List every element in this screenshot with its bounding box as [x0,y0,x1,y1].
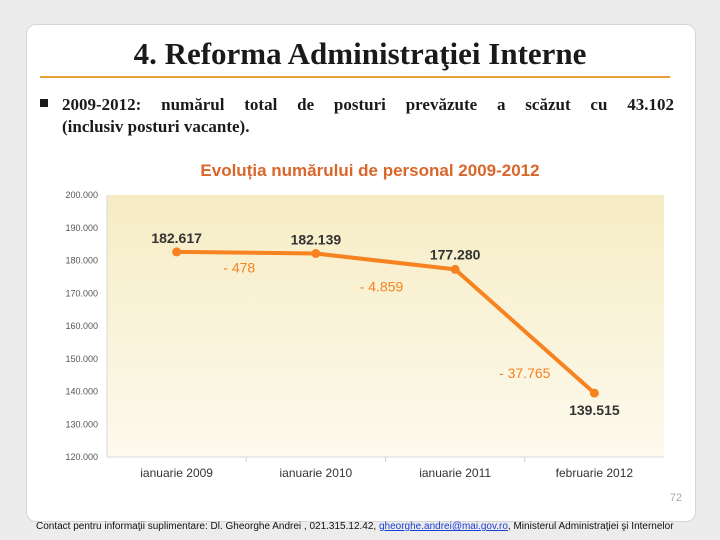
y-tick-label: 170.000 [65,288,98,298]
y-tick-label: 180.000 [65,256,98,266]
data-point [172,247,182,257]
series-line-segment [313,251,458,272]
data-value-label: 139.515 [569,402,620,418]
change-label: - 37.765 [499,365,551,381]
x-tick-label: ianuarie 2011 [419,466,491,480]
x-tick-label: februarie 2012 [556,466,634,480]
square-bullet-icon [40,99,48,107]
plot-area [107,195,664,457]
chart-title: Evoluția numărului de personal 2009-2012 [200,161,539,180]
y-tick-label: 190.000 [65,223,98,233]
bullet-line-2: (inclusiv posturi vacante). [62,117,250,136]
bullet-text: 2009-2012: numărul total de posturi prev… [62,94,674,138]
x-tick-label: ianuarie 2009 [140,466,213,480]
footer-suffix: , Ministerul Administraţiei şi Internelo… [507,521,674,532]
title-underline [40,76,670,78]
data-point [311,248,321,258]
y-tick-label: 160.000 [65,321,98,331]
change-label: - 4.859 [360,278,404,294]
data-point [450,264,460,274]
y-tick-label: 200.000 [65,190,98,200]
slide-title: 4. Reforma Administraţiei Interne [133,36,587,71]
bullet-line-1: 2009-2012: numărul total de posturi prev… [62,95,674,114]
y-tick-label: 120.000 [65,452,98,462]
footer-email-link[interactable]: gheorghe.andrei@mai.gov.ro [378,521,508,532]
page-number: 72 [669,492,682,504]
data-point [589,388,599,398]
series-line-segment [453,267,597,396]
data-value-label: 182.617 [151,230,202,246]
series-line-segment [174,249,318,256]
y-tick-label: 150.000 [65,354,98,364]
change-label: - 478 [223,260,255,276]
data-value-label: 182.139 [291,231,342,247]
data-value-label: 177.280 [430,246,481,262]
footer-contact: Contact pentru informaţii suplimentare: … [36,521,674,532]
footer-prefix: Contact pentru informaţii suplimentare: … [36,521,379,532]
y-tick-label: 130.000 [65,419,98,429]
x-tick-label: ianuarie 2010 [280,466,353,480]
y-tick-label: 140.000 [65,387,98,397]
